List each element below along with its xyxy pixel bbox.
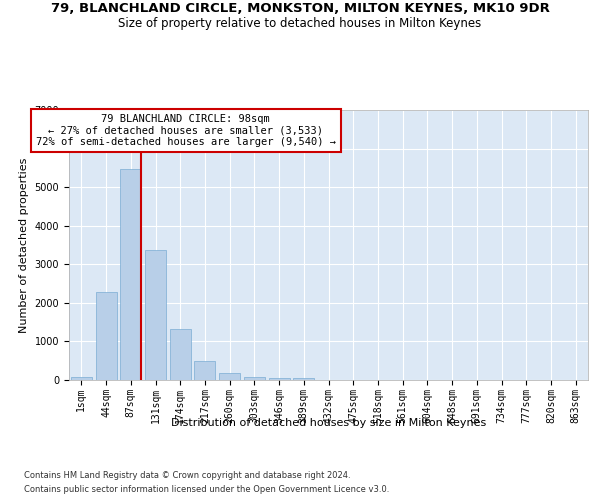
Bar [120, 169, 141, 380]
Bar [145, 250, 166, 380]
Bar [269, 378, 290, 380]
Bar [219, 373, 240, 380]
Text: 79, BLANCHLAND CIRCLE, MONKSTON, MILTON KEYNES, MK10 9DR: 79, BLANCHLAND CIRCLE, MONKSTON, MILTON … [50, 2, 550, 16]
Y-axis label: Number of detached properties: Number of detached properties [19, 158, 29, 332]
Bar [194, 360, 215, 380]
Text: Distribution of detached houses by size in Milton Keynes: Distribution of detached houses by size … [171, 418, 487, 428]
Text: Contains public sector information licensed under the Open Government Licence v3: Contains public sector information licen… [24, 484, 389, 494]
Text: 79 BLANCHLAND CIRCLE: 98sqm
← 27% of detached houses are smaller (3,533)
72% of : 79 BLANCHLAND CIRCLE: 98sqm ← 27% of det… [36, 114, 336, 147]
Bar [293, 378, 314, 380]
Bar [244, 377, 265, 380]
Text: Contains HM Land Registry data © Crown copyright and database right 2024.: Contains HM Land Registry data © Crown c… [24, 472, 350, 480]
Bar [71, 377, 92, 380]
Bar [170, 330, 191, 380]
Bar [95, 292, 116, 380]
Text: Size of property relative to detached houses in Milton Keynes: Size of property relative to detached ho… [118, 17, 482, 30]
